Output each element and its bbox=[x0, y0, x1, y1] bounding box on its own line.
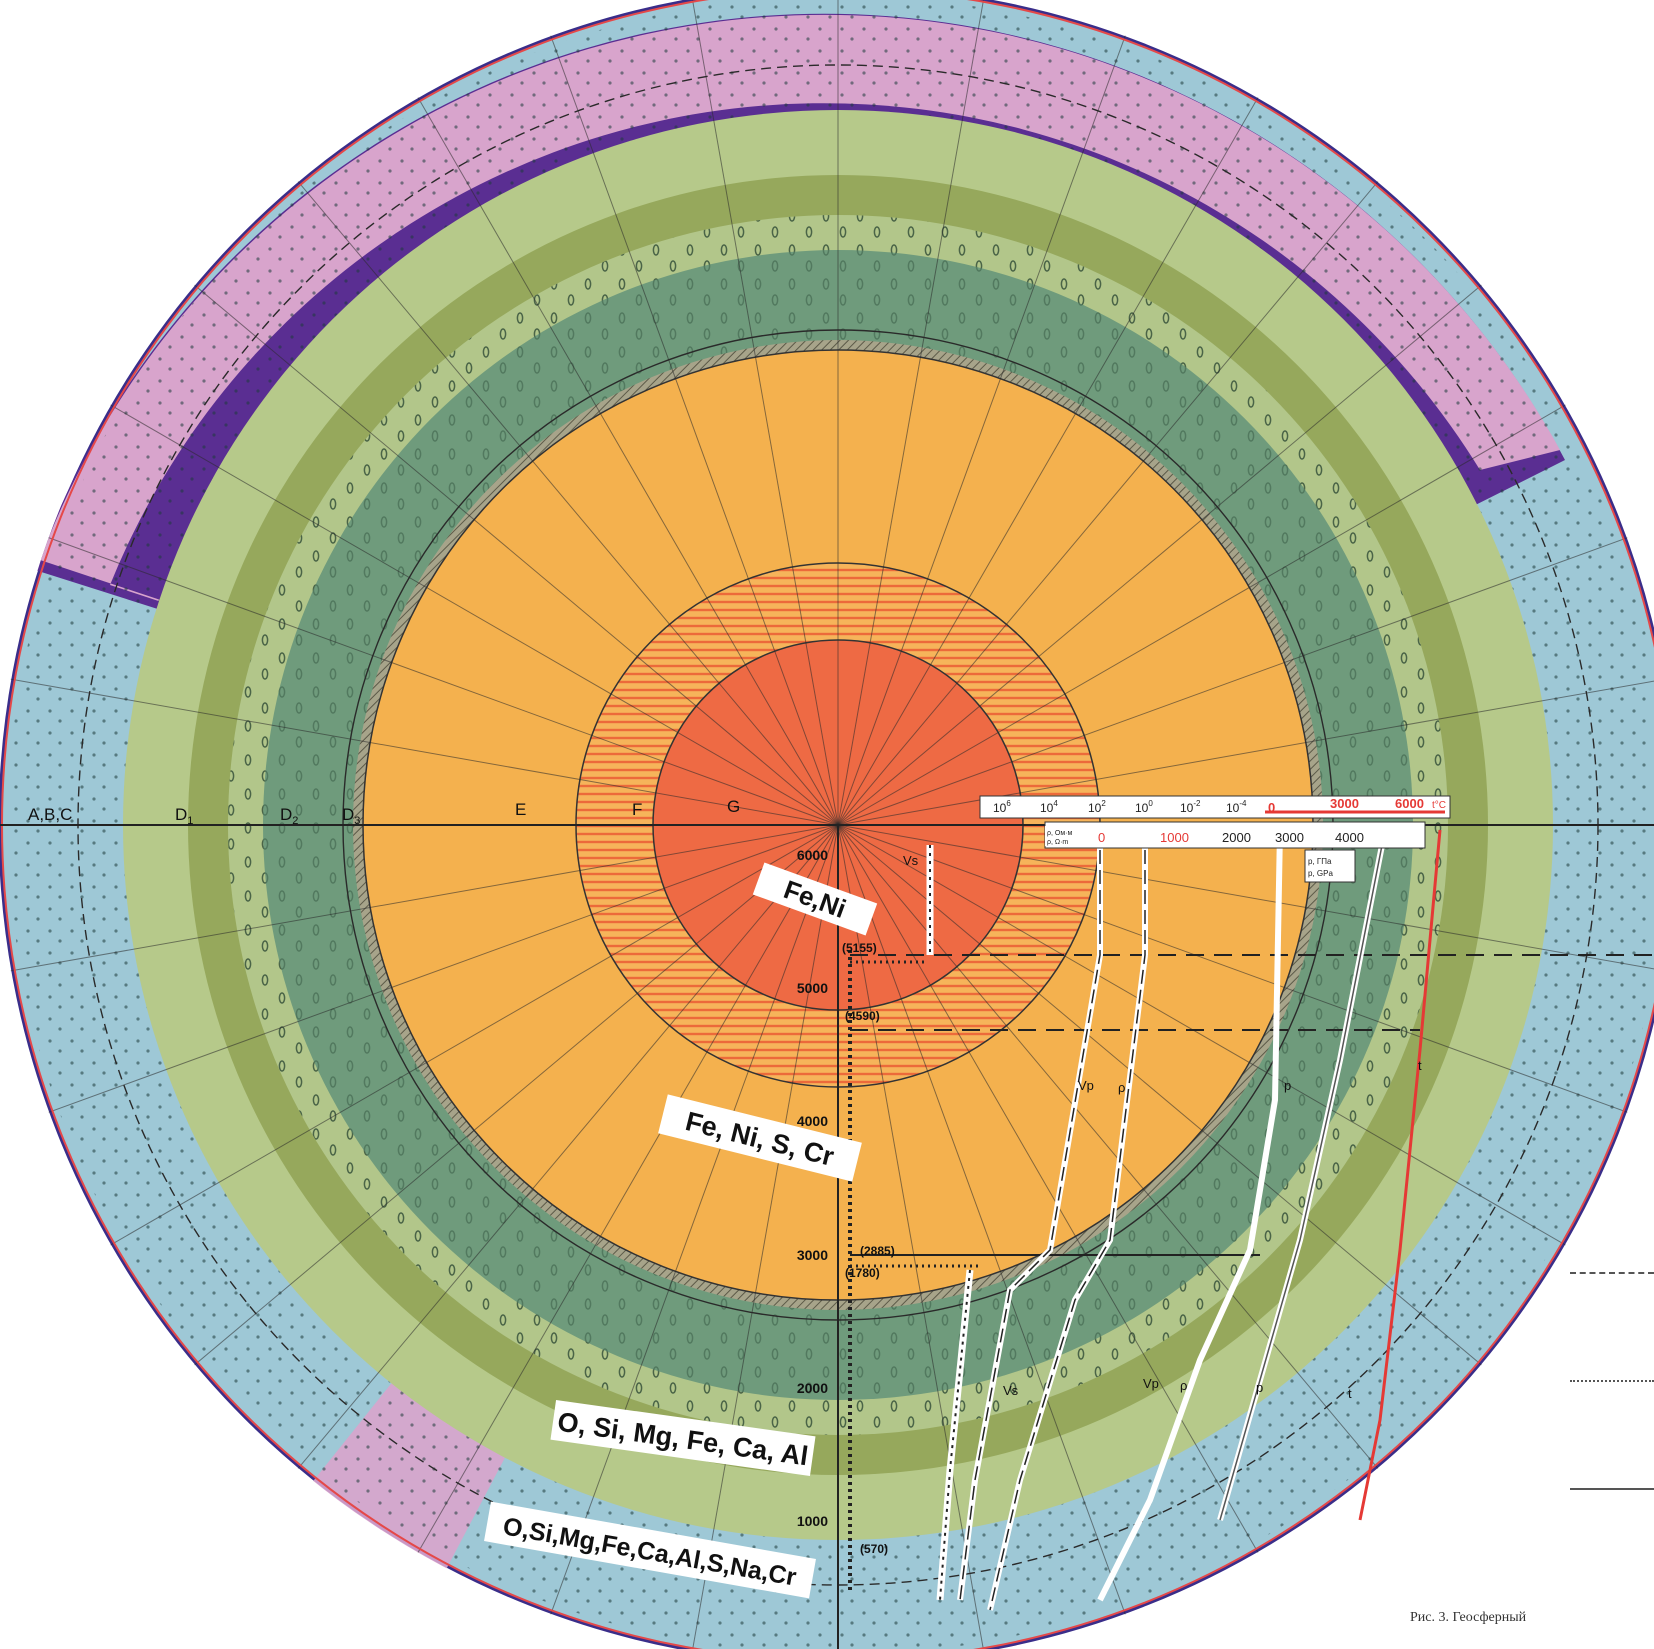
layer-label-f: F bbox=[632, 800, 642, 819]
press-0: 0 bbox=[1098, 830, 1105, 845]
layer-label-d3: D3 bbox=[342, 805, 360, 827]
radial-line bbox=[0, 516, 839, 826]
curve-rho-line bbox=[989, 830, 1146, 1611]
radial-line bbox=[837, 374, 1618, 826]
label-vs-lower: Vs bbox=[1003, 1383, 1019, 1398]
depth-tick-4000: 4000 bbox=[797, 1113, 828, 1129]
layer-label-e: E bbox=[515, 800, 526, 819]
depth-5155: (5155) bbox=[842, 941, 877, 955]
radial-line bbox=[837, 824, 995, 1649]
press-3000: 3000 bbox=[1275, 830, 1304, 845]
radial-line bbox=[387, 824, 839, 1605]
res-10-m4: 10-4 bbox=[1226, 799, 1247, 815]
resistivity-unit-box bbox=[1045, 826, 1097, 846]
label-p-upper: p bbox=[1284, 1078, 1291, 1093]
res-unit-ru: ρ, Ом·м bbox=[1047, 830, 1072, 837]
radial-line bbox=[837, 824, 1147, 1649]
depth-2885: (2885) bbox=[860, 1244, 895, 1258]
curve-p-line bbox=[1219, 829, 1386, 1521]
label-bg-lower-mantle bbox=[550, 1399, 816, 1477]
boundary-depths: (5155) (4590) (2885) (1780) (570) bbox=[842, 941, 895, 1556]
depth-ticks: 6000 5000 4000 3000 2000 1000 bbox=[797, 847, 828, 1529]
scale-bar-bottom bbox=[1044, 821, 1426, 849]
res-10-2: 102 bbox=[1088, 799, 1106, 815]
radial-line bbox=[259, 824, 839, 1515]
profile-curves bbox=[926, 829, 1442, 1611]
res-10-m2: 10-2 bbox=[1180, 799, 1201, 815]
legend-dotted-line bbox=[1570, 1380, 1654, 1382]
legend-dashed-line bbox=[1570, 1272, 1654, 1274]
radial-line bbox=[837, 516, 1654, 826]
res-0: 0 bbox=[1268, 800, 1275, 815]
res-unit-en: ρ, Ω·m bbox=[1047, 839, 1068, 846]
radial-line bbox=[529, 0, 839, 826]
layer-label-g: G bbox=[727, 797, 740, 816]
res-10-6: 106 bbox=[993, 799, 1011, 815]
label-bg-inner-core bbox=[752, 862, 878, 936]
res-10-0: 100 bbox=[1135, 799, 1153, 815]
radial-line bbox=[837, 824, 1417, 1515]
depth-tick-6000: 6000 bbox=[797, 847, 828, 863]
radial-line bbox=[387, 45, 839, 826]
radial-line bbox=[259, 135, 839, 826]
label-t-lower: t bbox=[1348, 1386, 1352, 1401]
depth-4590: (4590) bbox=[845, 1009, 880, 1023]
figure-caption: Рис. 3. Геосферный bbox=[1410, 1610, 1527, 1625]
radial-line bbox=[58, 374, 839, 826]
layer-label-abc: A,B,C bbox=[28, 805, 72, 824]
radial-line bbox=[837, 0, 1147, 826]
depth-tick-5000: 5000 bbox=[797, 980, 828, 996]
radial-line bbox=[0, 824, 839, 1134]
layer-letters: A,B,C D1 D2 D3 E F G bbox=[28, 797, 740, 827]
curve-labels: Vs Vp ρ p t Vs Vp ρ p t bbox=[903, 853, 1422, 1401]
label-vs-upper: Vs bbox=[903, 853, 919, 868]
temp-unit: t°C bbox=[1432, 800, 1446, 811]
radial-line bbox=[837, 246, 1528, 826]
radial-line bbox=[0, 824, 839, 982]
press-4000: 4000 bbox=[1335, 830, 1364, 845]
radial-line bbox=[0, 668, 839, 826]
radial-line bbox=[58, 824, 839, 1276]
depth-tick-2000: 2000 bbox=[797, 1380, 828, 1396]
curve-vs-dots bbox=[929, 845, 971, 1601]
radial-line bbox=[837, 824, 1618, 1276]
label-vp-lower: Vp bbox=[1143, 1376, 1159, 1391]
label-rho-upper: ρ bbox=[1118, 1080, 1125, 1095]
depth-tick-1000: 1000 bbox=[797, 1513, 828, 1529]
radial-line bbox=[837, 45, 1289, 826]
label-vp-upper: Vp bbox=[1078, 1078, 1094, 1093]
radial-line bbox=[148, 246, 839, 826]
temp-6000: 6000 bbox=[1395, 796, 1424, 811]
radial-line bbox=[837, 824, 1528, 1404]
radial-line bbox=[837, 0, 995, 826]
pressure-unit-box bbox=[1304, 849, 1356, 883]
depth-1780: (1780) bbox=[845, 1266, 880, 1280]
radial-line bbox=[837, 824, 1654, 1134]
label-rho-lower: ρ bbox=[1180, 1378, 1187, 1393]
label-t-upper: t bbox=[1418, 1058, 1422, 1073]
label-bg-upper-mantle bbox=[484, 1501, 816, 1599]
layer-label-d2: D2 bbox=[280, 805, 298, 827]
layer-label-d1: D1 bbox=[175, 805, 193, 827]
label-p-lower: p bbox=[1256, 1380, 1263, 1395]
label-bg-outer-core bbox=[658, 1094, 862, 1182]
press-2000: 2000 bbox=[1222, 830, 1251, 845]
legend-solid-line bbox=[1570, 1488, 1654, 1490]
press-1000: 1000 bbox=[1160, 830, 1189, 845]
press-unit-ru: p, ГПа bbox=[1308, 857, 1332, 866]
radial-line bbox=[837, 135, 1417, 826]
radial-line bbox=[681, 0, 839, 826]
scale-bar-labels: 106 104 102 100 10-2 10-4 0 3000 6000 t°… bbox=[993, 796, 1446, 878]
depth-570: (570) bbox=[860, 1542, 888, 1556]
press-unit-en: p, GPa bbox=[1308, 869, 1333, 878]
radial-line bbox=[148, 824, 839, 1404]
depth-tick-3000: 3000 bbox=[797, 1247, 828, 1263]
curve-p-inner bbox=[1097, 829, 1283, 1602]
curve-vp-line bbox=[959, 830, 1101, 1601]
res-10-4: 104 bbox=[1040, 799, 1058, 815]
temp-3000: 3000 bbox=[1330, 796, 1359, 811]
curve-t bbox=[1358, 829, 1442, 1521]
